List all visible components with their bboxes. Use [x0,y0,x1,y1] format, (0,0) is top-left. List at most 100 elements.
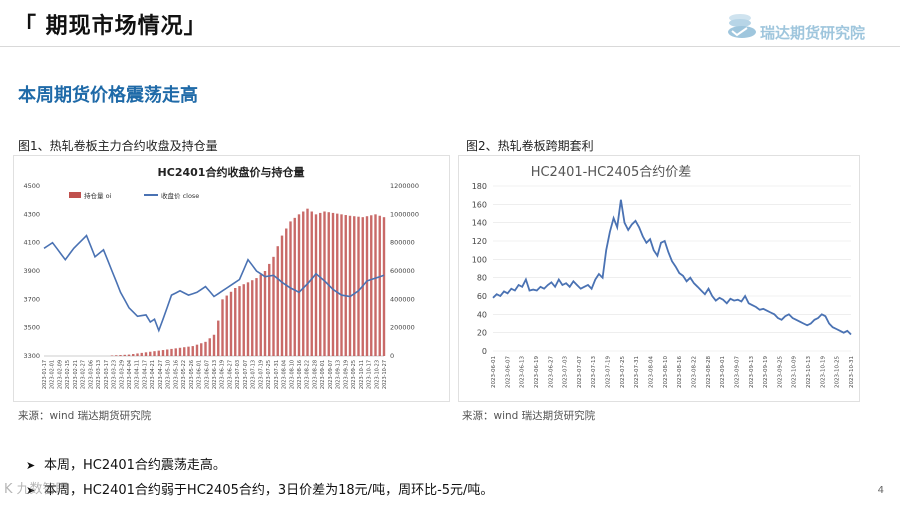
oi-bar [340,214,343,356]
x-tick-label: 2023-08-16 [297,360,303,389]
x-tick-label: 2023-06-13 [520,356,526,388]
oi-bar [153,351,156,356]
x-tick-label: 2023-05-16 [173,360,179,389]
oi-bar [293,217,296,356]
chart-1-panel: HC2401合约收盘价与持仓量 持仓量 oi 收盘价 close 4500 4300 41… [13,155,450,402]
y-left-tick-label: 3900 [23,267,40,275]
oi-bar [212,334,216,356]
x-tick-label: 2023-03-13 [96,360,102,389]
x-tick-label: 2023-07-31 [274,360,280,389]
oi-bar [170,348,173,356]
x-tick-label: 2023-01-17 [42,360,48,389]
oi-bar [323,211,326,356]
x-tick-label: 2023-05-26 [189,360,195,389]
x-tick-label: 2023-10-27 [382,360,388,389]
watermark: K 九数智眼 [4,482,69,497]
oi-bar [259,274,262,356]
y-left-tick-label: 3300 [23,352,40,360]
x-tick-label: 2023-04-21 [150,360,156,389]
oi-bar [263,271,267,356]
x-tick-label: 2023-03-29 [119,360,125,389]
x-tick-label: 2023-07-25 [266,360,272,389]
y-left-tick-label: 3500 [23,324,40,332]
x-tick-label: 2023-06-01 [197,360,203,389]
x-tick-label: 2023-05-22 [181,360,187,389]
y-tick-label: 0 [482,347,487,356]
oi-bar [217,320,220,356]
x-tick-label: 2023-06-27 [548,356,554,388]
chart-2-title: HC2401-HC2405合约价差 [531,165,692,180]
oi-bar [268,263,271,356]
x-tick-label: 2023-08-22 [305,360,311,389]
oi-bar [225,295,228,356]
x-tick-label: 2023-06-07 [505,356,511,388]
arrow-bullet-icon: ➤ [26,459,36,472]
y-right-tick-label: 600000 [390,267,415,275]
oi-bar [229,291,233,356]
y-right-tick-label: 200000 [390,324,415,332]
x-tick-label: 2023-10-31 [849,356,855,388]
x-tick-label: 2023-09-13 [336,360,342,389]
page-number: 4 [877,485,884,496]
oi-bar [204,341,207,356]
y-tick-label: 80 [477,274,487,283]
x-tick-label: 2023-07-19 [258,360,264,389]
oi-bar [353,216,356,356]
x-tick-label: 2023-07-19 [606,356,612,388]
x-tick-label: 2023-08-16 [677,356,683,388]
x-tick-label: 2023-09-25 [351,360,357,389]
y-tick-label: 20 [477,329,487,338]
oi-bar [319,212,322,356]
x-tick-label: 2023-04-27 [158,360,164,389]
oi-bar [382,217,386,356]
oi-bar [302,211,305,356]
x-tick-label: 2023-02-01 [50,360,56,389]
chart-2-panel: HC2401-HC2405合约价差 180 160 140 120 100 80 60 40 20… [458,155,860,402]
oi-bar [195,344,199,356]
x-tick-label: 2023-07-25 [620,356,626,388]
oi-bar [251,280,254,356]
x-tick-label: 2023-08-28 [312,360,318,389]
x-tick-label: 2023-04-17 [142,360,148,389]
legend-oi-swatch [69,192,81,198]
figure-1-source: 来源：wind 瑞达期货研究院 [18,410,152,422]
x-tick-label: 2023-08-10 [663,356,669,388]
oi-bar [183,347,186,356]
y-right-tick-label: 400000 [390,295,415,303]
x-tick-label: 2023-02-21 [73,360,79,389]
section-headline: 本周期货价格震荡走高 [18,85,198,106]
oi-bar [344,215,347,356]
oi-bar [365,216,369,356]
oi-bar [370,215,373,356]
bullet-1-text: 本周，HC2401合约震荡走高。 [44,458,226,473]
x-tick-label: 2023-07-07 [577,356,583,388]
x-tick-label: 2023-08-04 [282,360,288,389]
oi-bar [374,214,377,356]
x-tick-label: 2023-07-07 [243,360,249,389]
x-tick-label: 2023-10-17 [367,360,373,389]
oi-bar [174,348,177,356]
x-tick-label: 2023-08-22 [691,356,697,388]
oi-bar [238,286,241,356]
y-left-tick-label: 3700 [23,295,40,303]
oi-bar [140,352,143,356]
x-tick-label: 2023-09-07 [328,360,334,389]
chart-2-svg: HC2401-HC2405合约价差 180 160 140 120 100 80 60 40 20… [472,165,855,388]
x-tick-label: 2023-08-10 [289,360,295,389]
y-tick-label: 120 [472,237,487,246]
oi-bar [221,299,224,356]
x-tick-label: 2023-09-07 [734,356,740,388]
spread-line [492,199,852,336]
x-tick-label: 2023-02-27 [81,360,87,389]
oi-bar [246,282,250,356]
x-tick-label: 2023-06-13 [212,360,218,389]
oi-bar [136,353,139,356]
logo-text: 瑞达期货研究院 [760,24,866,42]
figure-1-caption: 图1、热轧卷板主力合约收盘及持仓量 [18,139,218,153]
bullet-1: ➤ 本周，HC2401合约震荡走高。 [26,454,226,473]
oi-bar [242,284,245,356]
oi-bar [276,246,279,356]
x-tick-label: 2023-10-25 [835,356,841,388]
y-right-tick-label: 1200000 [390,182,419,190]
